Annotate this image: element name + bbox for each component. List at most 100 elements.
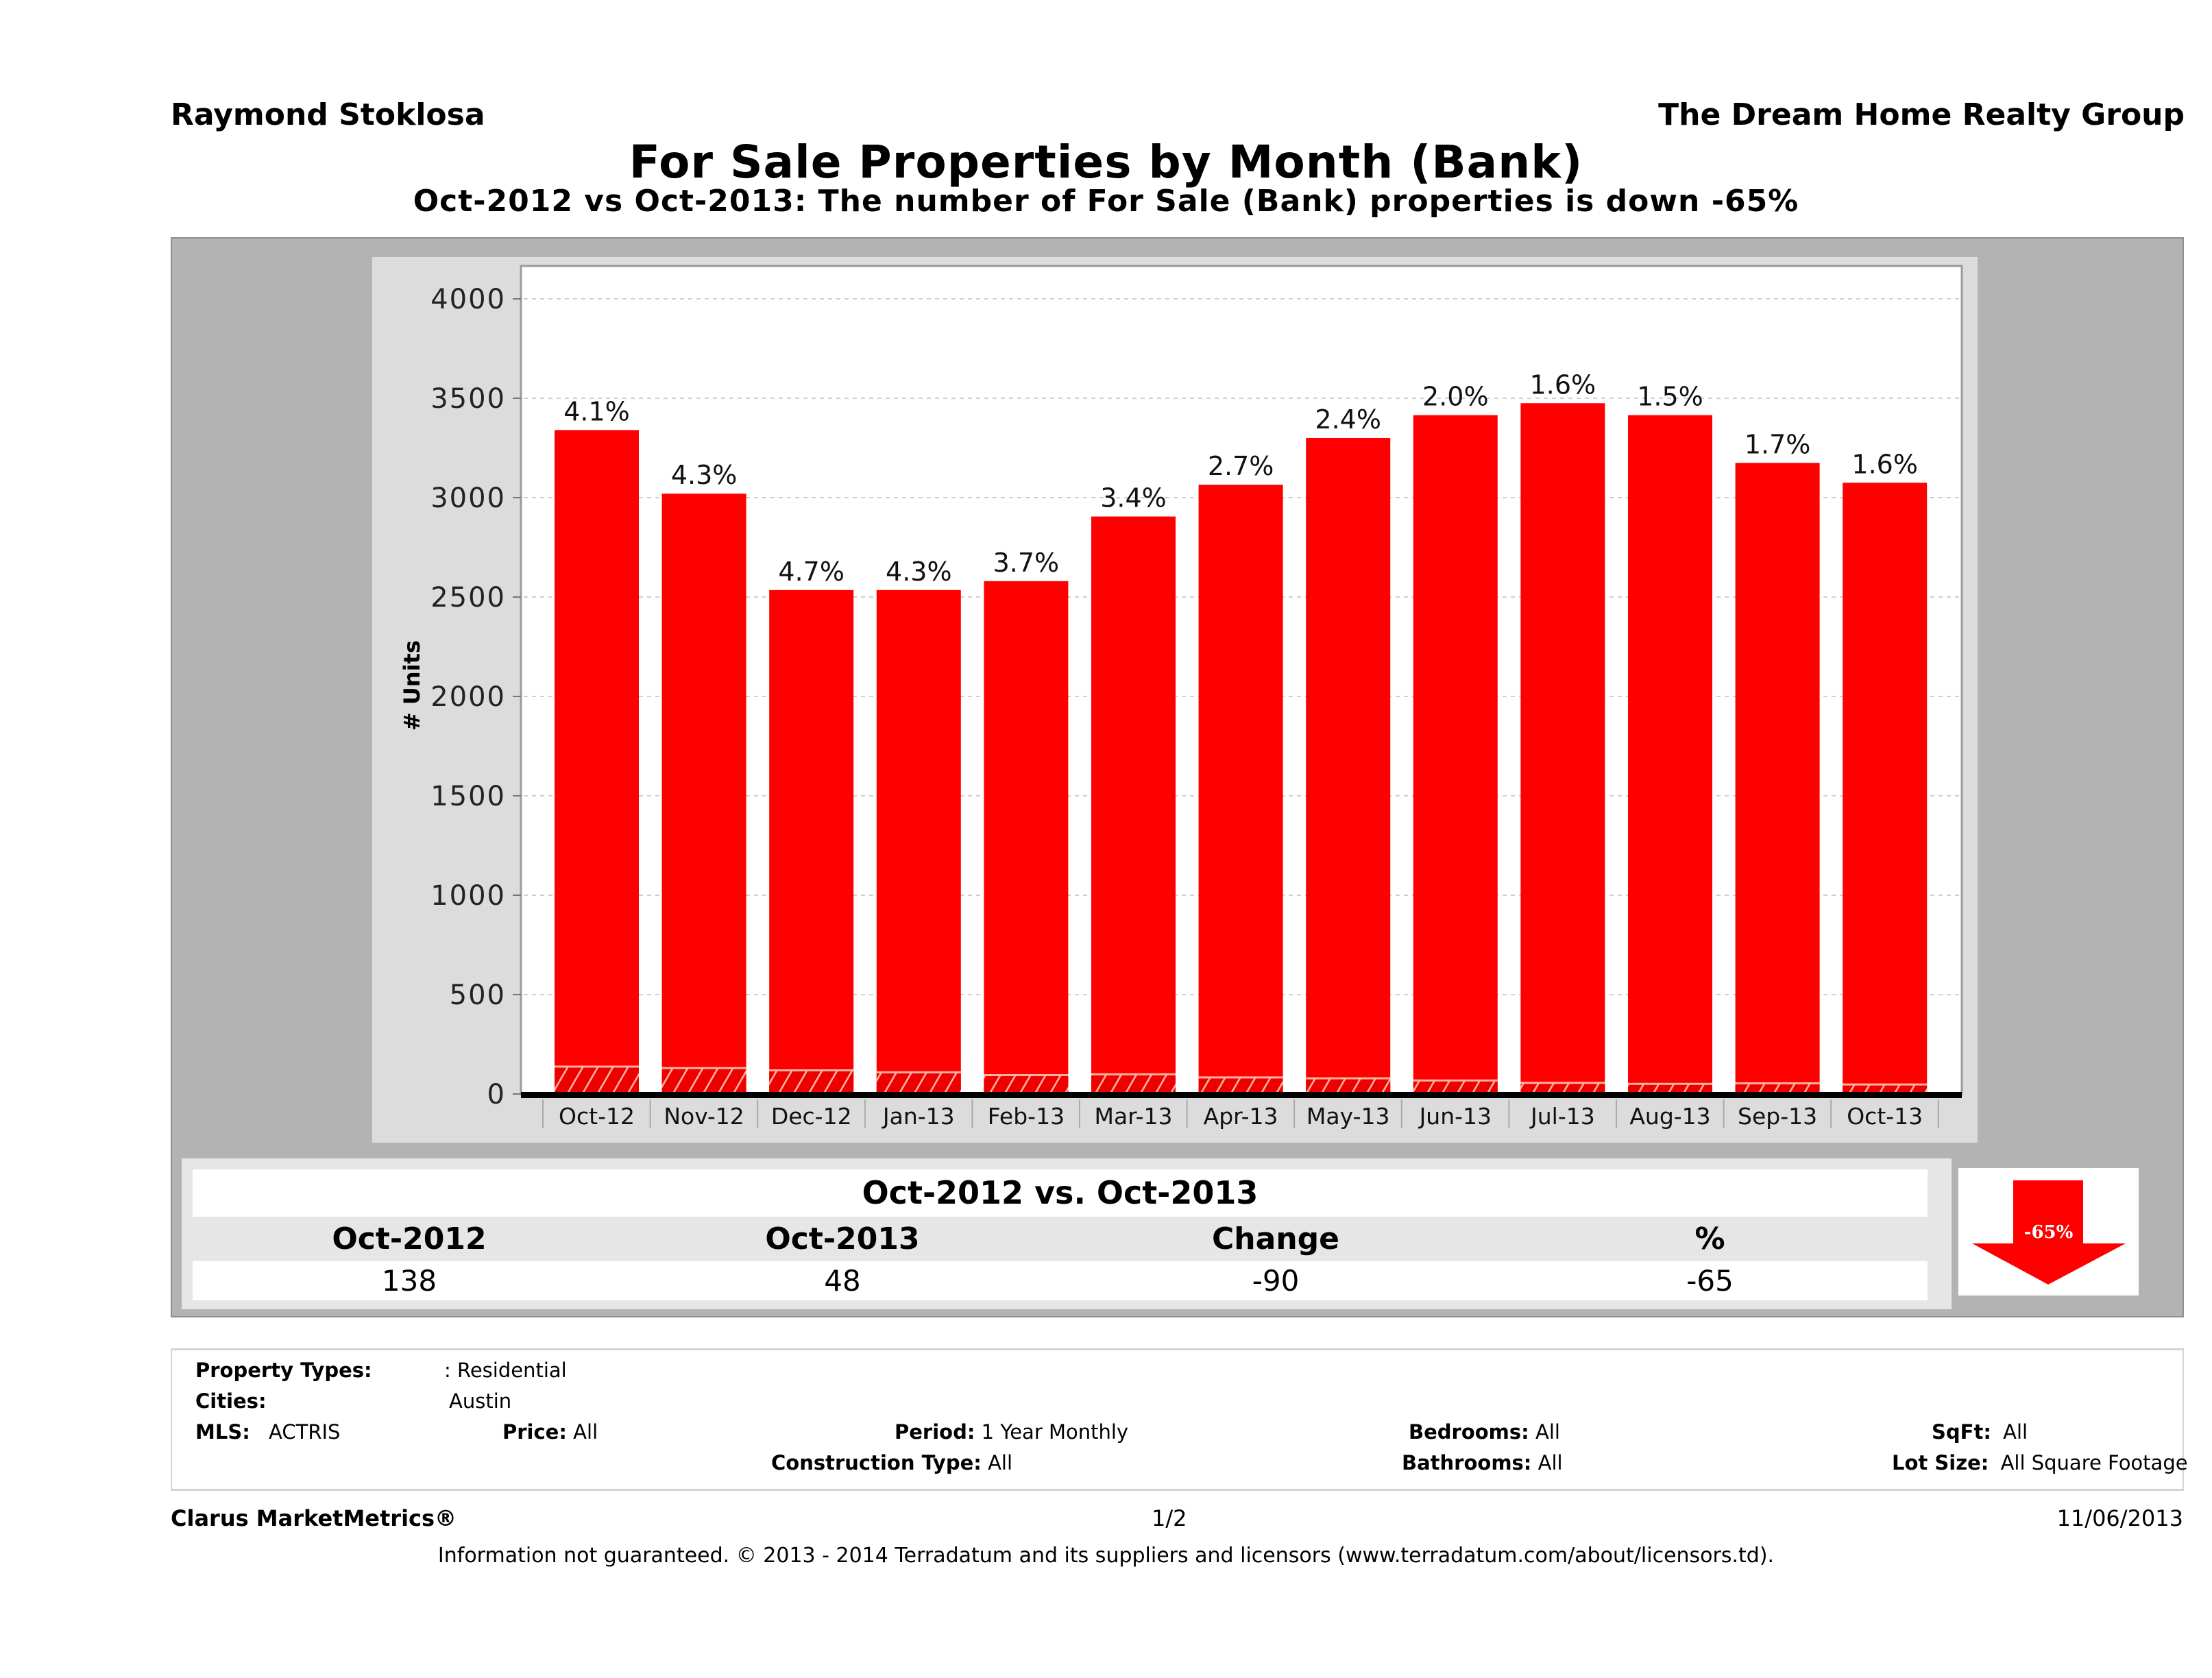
data-label: 3.4% [1100,483,1167,513]
report-date: 11/06/2013 [2056,1505,2183,1531]
summary-value-percent: -65 [1686,1264,1734,1298]
x-tick-label: Mar-13 [1094,1103,1172,1130]
cities-value: Austin [449,1389,512,1413]
summary-title: Oct-2012 vs. Oct-2013 [193,1169,1928,1217]
disclaimer: Information not guaranteed. © 2013 - 201… [437,1544,1775,1568]
y-tick-label: 1000 [430,880,506,912]
period-value: 1 Year Monthly [981,1420,1129,1444]
bar-bank [984,1075,1069,1094]
summary-header-change: Change [1212,1221,1339,1256]
mls-label: MLS: [195,1420,250,1444]
lot-size-value: All Square Footage [2000,1451,2188,1474]
y-tick-label: 3500 [430,383,506,415]
price-label: Price: [502,1420,567,1444]
lot-size-label: Lot Size: [1892,1451,1989,1474]
sqft-value: All [2003,1420,2028,1444]
summary-value-oct-2012: 138 [381,1264,437,1298]
bar-total [661,494,746,1094]
data-label: 1.6% [1530,369,1596,400]
bedrooms-value: All [1535,1420,1560,1444]
y-tick-label: 0 [487,1079,506,1110]
bar-bank [1413,1080,1498,1094]
down-arrow-icon [1972,1180,2126,1285]
data-label: 4.1% [563,396,630,426]
bar-bank [1843,1084,1928,1094]
bathrooms-value: All [1538,1451,1563,1474]
bar-total [1843,483,1928,1094]
y-tick-label: 1500 [430,781,506,812]
data-label: 1.5% [1637,382,1703,412]
bar-total [1306,438,1391,1094]
y-tick-label: 4000 [430,284,506,315]
x-tick-label: Jun-13 [1418,1103,1492,1130]
data-label: 4.3% [886,557,952,587]
bar-total [984,581,1069,1094]
y-tick-label: 3000 [430,483,506,514]
x-tick-label: Jan-13 [882,1103,955,1130]
period-label: Period: [895,1420,975,1444]
data-label: 4.7% [778,557,844,587]
y-tick-label: 2500 [430,582,506,613]
summary-header-oct-2012: Oct-2012 [332,1221,487,1256]
bar-bank [876,1072,961,1094]
bar-total [1628,415,1712,1094]
x-tick-label: Oct-12 [559,1103,635,1130]
trend-indicator-box [1958,1168,2139,1296]
summary-value-change: -90 [1252,1264,1300,1298]
bar-total [1198,485,1283,1094]
bar-total [1520,403,1605,1094]
bar-total [1091,516,1176,1094]
x-tick-label: Dec-12 [771,1103,852,1130]
trend-indicator-label: -65% [2023,1222,2074,1243]
page-number: 1/2 [1152,1505,1187,1531]
construction-type-value: All [988,1451,1013,1474]
y-axis-label: # Units [399,640,425,731]
property-types-value: : Residential [444,1359,567,1382]
bar-total [1735,463,1820,1094]
x-tick-label: Jul-13 [1529,1103,1595,1130]
summary-header-oct-2013: Oct-2013 [765,1221,920,1256]
summary-values-row [193,1261,1928,1300]
x-tick-label: Sep-13 [1738,1103,1817,1130]
x-axis-baseline [521,1092,1962,1098]
bar-bank [1628,1084,1712,1094]
data-label: 1.7% [1745,429,1811,459]
cities-label: Cities: [195,1389,267,1413]
data-label: 2.4% [1315,404,1381,435]
bar-total [876,589,961,1094]
data-label: 4.3% [671,460,738,490]
bedrooms-label: Bedrooms: [1409,1420,1529,1444]
sqft-label: SqFt: [1932,1420,1991,1444]
bar-bank [661,1068,746,1094]
x-tick-label: Feb-13 [988,1103,1065,1130]
bar-bank [555,1066,639,1094]
x-tick-label: Aug-13 [1629,1103,1710,1130]
summary-value-oct-2013: 48 [824,1264,861,1298]
bar-bank [1198,1077,1283,1094]
bar-bank [1735,1083,1820,1094]
agent-name: Raymond Stoklosa [171,97,485,132]
chart-title: For Sale Properties by Month (Bank) [629,136,1583,189]
chart-subtitle: Oct-2012 vs Oct-2013: The number of For … [413,184,1799,219]
property-types-label: Property Types: [195,1359,372,1382]
data-label: 2.7% [1208,451,1274,481]
company-name: The Dream Home Realty Group [1658,97,2185,132]
y-tick-label: 2000 [430,681,506,713]
x-tick-label: Oct-13 [1847,1103,1923,1130]
bar-chart: 0 500 1000 1500 2000 2500 3000 3500 4000 4.1% Oct-… [399,265,1963,1130]
x-tick-label: Apr-13 [1204,1103,1278,1130]
bathrooms-label: Bathrooms: [1402,1451,1532,1474]
bar-total [769,589,854,1094]
bar-bank [1091,1074,1176,1094]
summary-header-percent: % [1694,1221,1725,1256]
data-label: 2.0% [1422,382,1489,412]
data-label: 1.6% [1851,449,1918,479]
x-tick-label: Nov-12 [664,1103,744,1130]
y-tick-label: 500 [450,980,506,1011]
x-tick-label: May-13 [1306,1103,1390,1130]
footer-brand: Clarus MarketMetrics® [171,1505,457,1531]
mls-value: ACTRIS [269,1420,341,1444]
bar-total [555,430,639,1094]
data-label: 3.7% [993,548,1060,578]
bar-bank [769,1070,854,1094]
